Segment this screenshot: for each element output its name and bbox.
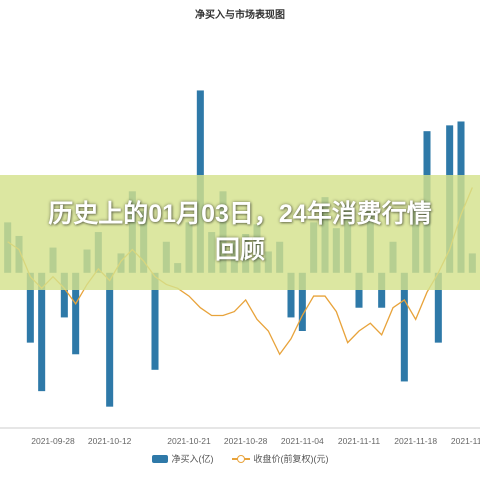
bar-2021-09-27 [38, 272, 46, 392]
x-tick-label: 2021-11-11 [338, 436, 380, 446]
legend-item-net-buy[interactable]: 净买入(亿) [151, 452, 214, 465]
bar-2021-10-18 [151, 272, 159, 370]
x-tick-label: 2021-10-12 [88, 436, 132, 446]
x-tick-label: 2021-11-25 [451, 436, 480, 446]
chart-title: 净买入与市场表现图 [195, 10, 285, 21]
headline-text: 历史上的01月03日，24年消费行情回顾 [48, 200, 432, 264]
legend-line-swatch [231, 454, 250, 463]
legend-label-close-price: 收盘价(前复权)(元) [253, 454, 329, 464]
legend-label-net-buy: 净买入(亿) [171, 454, 214, 464]
legend: 净买入(亿) 收盘价(前复权)(元) [0, 452, 480, 465]
x-tick-label: 2021-11-04 [281, 436, 324, 446]
bar-2021-09-24 [26, 272, 34, 343]
bar-2021-11-11 [355, 272, 363, 308]
bar-2021-09-29 [60, 272, 68, 318]
x-tick-label: 2021-10-21 [167, 436, 211, 446]
headline-banner [0, 175, 480, 290]
bar-2021-11-17 [400, 272, 408, 382]
bar-2021-09-30 [72, 272, 80, 355]
legend-item-close-price[interactable]: 收盘价(前复权)(元) [231, 452, 329, 465]
legend-bar-swatch [151, 454, 168, 463]
bar-2021-11-03 [287, 272, 295, 318]
x-tick-label: 2021-09-28 [31, 436, 75, 446]
x-tick-label: 2021-11-18 [394, 436, 437, 446]
bar-2021-10-12 [106, 272, 114, 407]
bar-2021-11-04 [298, 272, 306, 331]
bar-2021-11-15 [378, 272, 386, 308]
bar-2021-11-22 [434, 272, 442, 343]
x-tick-label: 2021-10-28 [224, 436, 268, 446]
